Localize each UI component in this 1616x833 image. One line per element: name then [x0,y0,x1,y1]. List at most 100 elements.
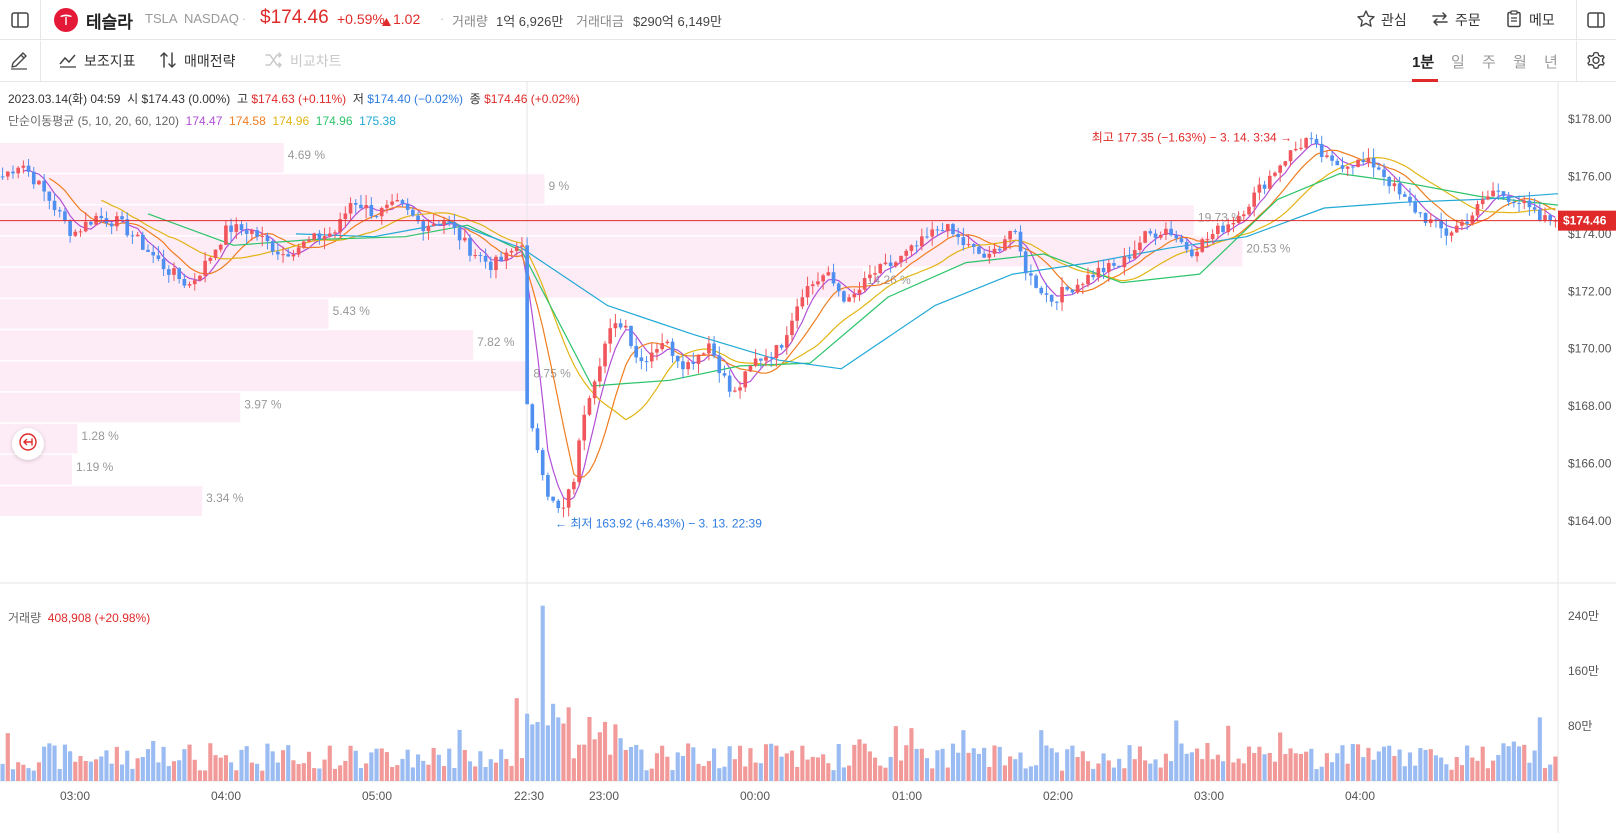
volume-bar [1376,751,1381,781]
time-tick-label: 02:00 [1043,789,1073,803]
candle-body [421,221,426,232]
volume-label: 거래량 [452,14,488,29]
volume-bar [1470,757,1475,781]
volume-bar [883,767,888,781]
candle-body [478,255,483,257]
volume-bar [836,743,841,781]
candle-body [488,261,493,271]
candle-body [1428,219,1433,223]
volume-bar [223,755,228,781]
strategy-button[interactable]: 매매전략 [158,49,236,73]
price-chart[interactable]: 4.69 % 9 % 19.73 % 20.53 % 14.26 % 5.43 % 7.82… [0,82,1616,833]
drawing-tool-button[interactable] [8,49,30,73]
volume-bar [1013,759,1018,781]
shuffle-icon [264,50,284,73]
candle-body [338,219,342,233]
period-week-tab[interactable]: 주 [1482,54,1496,71]
volume-bar [1293,753,1298,781]
price-tick-label: $170.00 [1568,342,1612,356]
candle-body [987,253,992,258]
volume-bar [758,763,763,781]
period-month-tab[interactable]: 월 [1513,54,1527,71]
watch-button[interactable]: 관심 [1356,8,1407,32]
volume-bar [203,770,208,781]
sidebar-toggle-left-icon[interactable] [8,8,32,32]
volume-bar [1522,744,1527,781]
volume-bar [722,766,727,781]
current-price-tag [1558,210,1616,231]
volume-profile: 4.69 % 9 % 19.73 % 20.53 % 14.26 % 5.43 % 7.82… [0,143,1291,516]
indicators-button[interactable]: 보조지표 [58,49,136,73]
candle-body [1267,175,1272,189]
candle-body [883,262,888,265]
moving-average-line [147,172,1559,387]
compare-chart-button[interactable]: 비교차트 [264,49,342,73]
volume-bar [379,748,384,781]
ma60-value: 174.96 [315,114,353,128]
candle-body [1345,166,1350,169]
close-value: $174.46 (+0.02%) [484,92,580,106]
candle-body [1060,287,1064,303]
volume-bar [530,724,535,781]
period-year-tab[interactable]: 년 [1544,54,1558,71]
volume-bar [935,750,940,781]
chart-grid [0,82,1616,833]
candle-body [546,475,550,497]
volume-bar [192,759,197,781]
volume-bar [473,766,478,781]
volume-bar [919,748,924,781]
candle-body [42,180,46,192]
open-label: 시 [127,92,139,106]
candle-body [956,233,960,238]
candle-body [826,272,831,276]
period-day-tab[interactable]: 일 [1451,54,1465,71]
candle-body [156,255,161,259]
candle-body [1299,147,1303,149]
candle-body [862,278,867,290]
volume-bar [706,761,711,781]
volume-bar [1433,755,1439,781]
candle-body [1132,250,1137,259]
volume-bar [1298,753,1304,781]
candle-body [250,230,254,234]
candle-body [442,221,446,225]
volume-bar [1548,764,1553,781]
candle-body [1366,157,1371,163]
candle-body [1122,256,1127,268]
volume-bar [519,758,525,781]
volume-bar [457,729,462,781]
candle-body [1241,214,1246,217]
volume-bar [93,759,99,781]
candle-body [696,354,701,364]
volume-profile-bar [0,299,329,329]
candle-body [613,323,618,329]
compare-label: 비교차트 [290,53,342,69]
volume-bar [696,763,701,781]
settings-button[interactable] [1585,49,1607,73]
candle-body [462,237,467,241]
time-tick-label: 01:00 [892,789,922,803]
volume-bar [1143,760,1148,781]
volume-bar [779,756,784,781]
order-label: 주문 [1455,12,1481,28]
volume-bars [0,605,1558,781]
candle-body [307,239,311,242]
volume-bar [670,770,675,781]
volume-bar [332,768,338,781]
candle-body [566,489,571,508]
volume-bar [556,717,561,781]
volume-bar [769,743,774,781]
candle-body [992,248,997,254]
order-button[interactable]: 주문 [1430,8,1481,32]
ma-legend[interactable]: 단순이동평균 (5, 10, 20, 60, 120) 174.47 174.5… [8,112,396,129]
candle-body [660,343,664,350]
candle-body [649,352,654,362]
candle-body [229,225,233,232]
sidebar-toggle-right-icon[interactable] [1584,8,1608,32]
memo-button[interactable]: 메모 [1504,8,1555,32]
period-1min-tab[interactable]: 1분 [1412,54,1435,71]
volume-profile-bar [0,267,863,298]
scroll-back-button[interactable] [12,428,44,460]
candle-body [1070,289,1075,293]
candle-body [1262,184,1267,189]
